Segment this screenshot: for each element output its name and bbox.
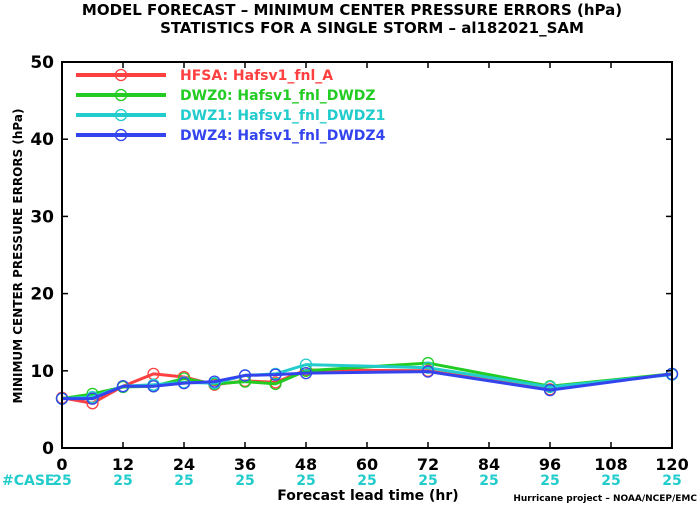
- case-count: 25: [235, 473, 254, 489]
- data-point: [543, 380, 557, 394]
- data-point: [238, 369, 252, 382]
- case-label: #CASE: [2, 473, 55, 489]
- chart-title: MODEL FORECAST – MINIMUM CENTER PRESSURE…: [82, 1, 622, 19]
- data-point: [421, 361, 435, 374]
- y-tick-label: 30: [30, 207, 54, 227]
- x-tick-label: 108: [594, 455, 627, 474]
- legend-swatch-marker: [114, 128, 128, 142]
- legend-label: DWZ1: Hafsv1_fnl_DWDZ1: [180, 108, 385, 124]
- legend-swatch-marker: [114, 68, 128, 82]
- y-tick-label: 40: [30, 130, 54, 150]
- case-count: 25: [601, 473, 620, 489]
- x-tick-label: 96: [539, 455, 561, 474]
- x-tick-label: 120: [655, 455, 688, 474]
- legend-label: HFSA: Hafsv1_fnl_A: [180, 68, 333, 84]
- y-axis-label: MINIMUM CENTER PRESSURE ERRORS (hPa): [11, 109, 25, 404]
- axes: 0 12 24 36 48 60 72 84 96 108 120 0 10 20 30 40 50: [30, 53, 688, 474]
- data-point: [299, 366, 313, 380]
- series-layer: [55, 356, 679, 410]
- case-count: 25: [479, 473, 498, 489]
- x-tick-label: 0: [56, 455, 67, 474]
- case-count: 25: [296, 473, 315, 489]
- case-count: 25: [174, 473, 193, 489]
- legend: HFSA: Hafsv1_fnl_A DWZ0: Hafsv1_fnl_DWDZ D…: [76, 68, 386, 144]
- x-axis-label: Forecast lead time (hr): [277, 488, 458, 504]
- y-tick-label: 20: [30, 285, 54, 305]
- legend-swatch-marker: [114, 88, 128, 102]
- y-tick-label: 0: [42, 439, 54, 459]
- case-count: 25: [418, 473, 437, 489]
- chart-subtitle: STATISTICS FOR A SINGLE STORM – al182021…: [160, 19, 584, 37]
- data-point: [543, 383, 557, 397]
- data-point: [299, 358, 313, 371]
- case-count: 25: [662, 473, 681, 489]
- x-tick-label: 48: [295, 455, 317, 474]
- y-tick-label: 10: [30, 362, 54, 382]
- case-count: 25: [357, 473, 376, 489]
- x-tick-label: 36: [234, 455, 256, 474]
- case-count: 25: [52, 473, 71, 489]
- data-point: [177, 377, 191, 390]
- data-point: [147, 380, 160, 393]
- legend-swatch-marker: [114, 108, 128, 122]
- x-tick-label: 24: [173, 455, 195, 474]
- data-point: [269, 368, 282, 381]
- case-count: 25: [540, 473, 559, 489]
- data-point: [421, 365, 435, 378]
- credit-text: Hurricane project – NOAA/NCEP/EMC: [513, 494, 697, 504]
- series-line-3: [62, 370, 673, 401]
- x-tick-label: 72: [417, 455, 439, 474]
- data-point: [86, 392, 99, 405]
- legend-label: DWZ4: Hafsv1_fnl_DWDZ4: [180, 128, 386, 144]
- data-point: [116, 380, 130, 393]
- x-tick-label: 12: [112, 455, 134, 474]
- x-tick-label: 60: [356, 455, 378, 474]
- y-tick-label: 50: [30, 53, 54, 73]
- case-count: 25: [113, 473, 132, 489]
- legend-label: DWZ0: Hafsv1_fnl_DWDZ: [180, 88, 376, 104]
- data-point: [208, 375, 221, 388]
- data-point: [269, 377, 282, 391]
- x-tick-label: 84: [478, 455, 500, 474]
